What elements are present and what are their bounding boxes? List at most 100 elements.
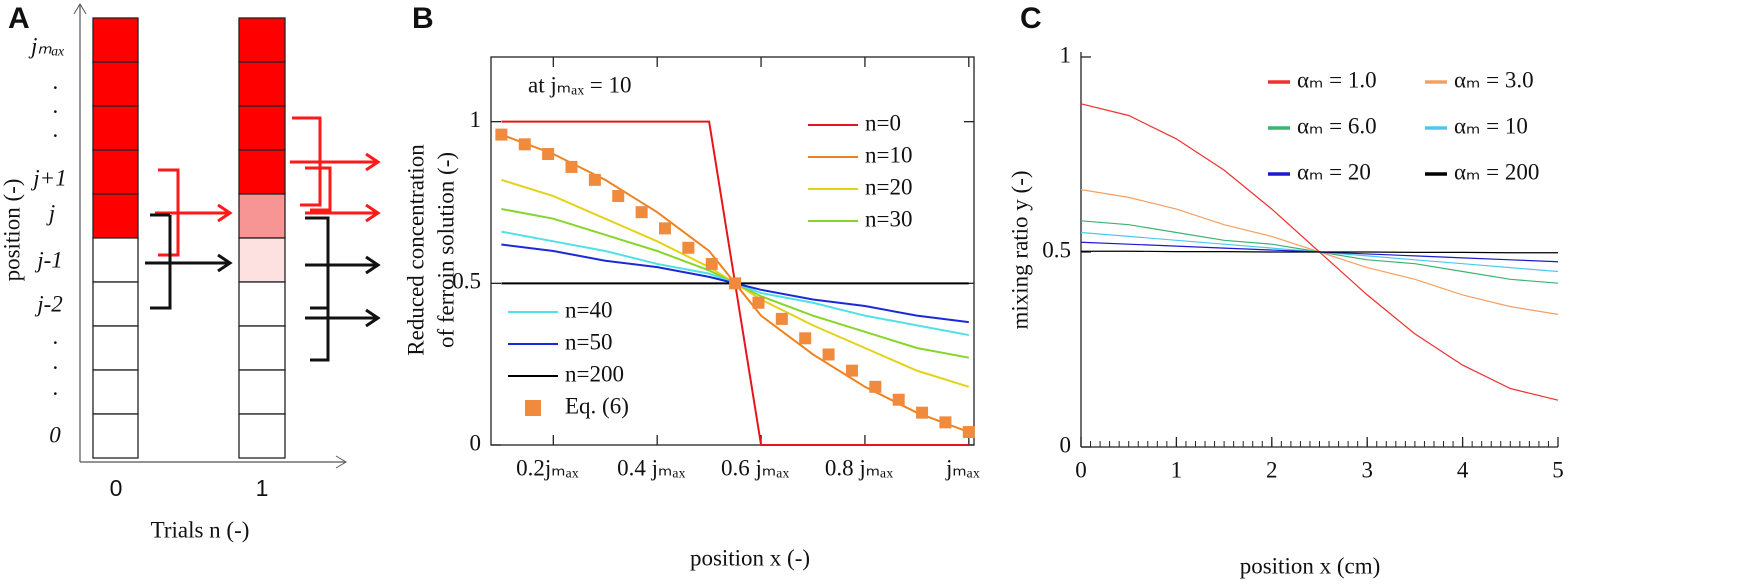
x-label: 0 <box>110 475 123 501</box>
y-axis-label: position (-) <box>0 179 24 282</box>
arrow <box>155 203 233 223</box>
bracket <box>305 263 330 362</box>
cell <box>92 369 139 415</box>
x-tick-label: 3 <box>1361 457 1373 482</box>
y-label: · <box>52 123 58 148</box>
y-label: j+1 <box>30 165 66 190</box>
legend-marker <box>525 400 541 416</box>
y-label: j <box>46 200 55 225</box>
marker <box>869 380 882 393</box>
cell <box>238 105 286 151</box>
y-label: · <box>52 355 58 380</box>
legend-label: αₘ = 1.0 <box>1297 67 1377 92</box>
y-label: · <box>52 75 58 100</box>
y-axis-label: Reduced concentration <box>403 144 428 356</box>
marker <box>892 393 905 406</box>
marker <box>612 190 625 203</box>
marker <box>916 406 929 419</box>
legend-label: n=0 <box>865 110 901 135</box>
cell <box>238 325 286 371</box>
marker <box>495 128 508 141</box>
legend-label: n=30 <box>865 206 912 231</box>
legend-label: n=200 <box>565 361 624 386</box>
legend-label: n=50 <box>565 329 612 354</box>
marker <box>705 257 718 270</box>
annotation: at jₘₐₓ = 10 <box>528 72 632 97</box>
y-label: · <box>52 330 58 355</box>
y-axis-label: mixing ratio y (-) <box>1007 170 1032 329</box>
marker <box>729 277 742 290</box>
panel-label: C <box>1020 2 1042 35</box>
marker <box>752 296 765 309</box>
marker <box>682 241 695 254</box>
x-tick-label: jₘₐₓ <box>945 455 980 480</box>
legend-label: Eq. (6) <box>565 393 629 418</box>
series-line <box>1081 250 1558 254</box>
x-tick-label: 0.4 jₘₐₓ <box>617 455 686 480</box>
y-tick-label: 0 <box>1060 432 1072 457</box>
marker <box>542 148 555 160</box>
y-label: · <box>52 381 58 406</box>
x-tick-label: 0.2jₘₐₓ <box>516 455 579 480</box>
y-label: j-1 <box>34 247 63 272</box>
cell <box>92 413 139 459</box>
axis-arrow <box>73 3 87 15</box>
x-tick-label: 0 <box>1075 457 1087 482</box>
arrow <box>145 253 233 273</box>
marker <box>588 173 601 186</box>
cell <box>238 149 286 195</box>
cell <box>92 193 139 239</box>
x-axis-label: position x (cm) <box>1240 553 1381 578</box>
cell <box>92 325 139 371</box>
cell <box>92 281 139 327</box>
cell <box>238 237 286 283</box>
cell <box>92 237 139 283</box>
bracket <box>305 166 332 212</box>
x-tick-label: 5 <box>1552 457 1564 482</box>
cell <box>238 369 286 415</box>
y-axis-label: of ferroin solution (-) <box>433 152 458 348</box>
marker <box>845 364 858 377</box>
column-0 <box>92 17 139 459</box>
y-label: jₘₐₓ <box>28 33 65 58</box>
plot-frame <box>490 56 975 446</box>
legend-label: n=20 <box>865 174 912 199</box>
y-label: · <box>52 99 58 124</box>
cell <box>238 281 286 327</box>
cell <box>92 17 139 63</box>
x-tick-label: 0.6 jₘₐₓ <box>721 455 790 480</box>
legend-label: αₘ = 10 <box>1454 113 1528 138</box>
x-tick-label: 1 <box>1171 457 1183 482</box>
y-label: j-2 <box>34 291 63 316</box>
arrow <box>305 203 381 223</box>
x-tick-label: 0.8 jₘₐₓ <box>825 455 894 480</box>
panel-label: B <box>412 2 434 35</box>
cell <box>238 61 286 107</box>
legend-label: n=10 <box>865 142 912 167</box>
arrow <box>305 308 381 328</box>
column-1 <box>238 17 286 459</box>
x-label: 1 <box>256 475 269 501</box>
cell <box>238 413 286 459</box>
charts: B 0.2jₘₐₓ 0.4 jₘₐₓ 0.6 jₘₐₓ 0.8 jₘₐₓ jₘₐₓ 0 0.5… <box>403 2 1563 578</box>
cell <box>92 61 139 107</box>
legend-label: αₘ = 3.0 <box>1454 67 1534 92</box>
y-tick-label: 0.5 <box>452 269 481 294</box>
marker <box>939 416 952 429</box>
transfer-arrows <box>145 116 381 362</box>
legend-label: αₘ = 200 <box>1454 159 1539 184</box>
axis-arrow <box>335 455 347 469</box>
marker <box>565 160 578 173</box>
y-tick-label: 1 <box>1060 42 1072 67</box>
y-label: 0 <box>49 422 61 447</box>
x-tick-label: 4 <box>1457 457 1469 482</box>
y-tick-label: 0 <box>470 430 482 455</box>
bracket <box>305 216 330 310</box>
marker <box>518 138 531 151</box>
legend-label: αₘ = 20 <box>1297 159 1371 184</box>
legend-label: αₘ = 6.0 <box>1297 113 1377 138</box>
arrow <box>290 152 381 172</box>
bracket <box>150 213 172 310</box>
marker <box>658 222 671 235</box>
legend-label: n=40 <box>565 297 612 322</box>
